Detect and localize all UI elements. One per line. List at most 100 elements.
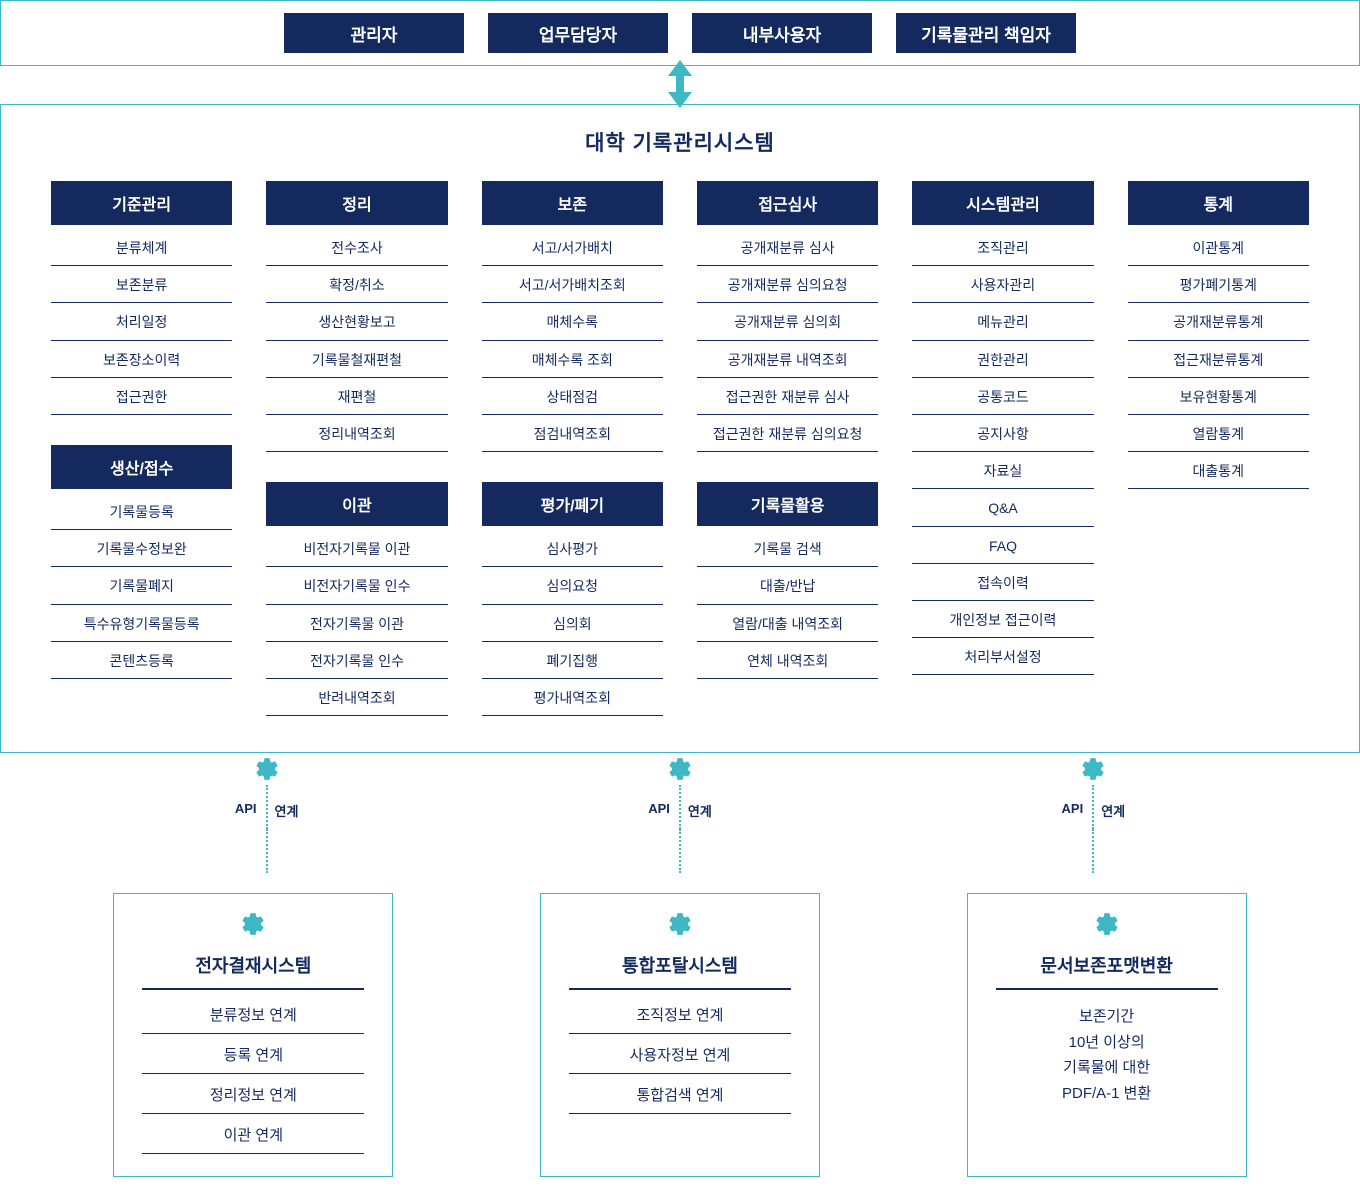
- column-2: 보존서고/서가배치서고/서가배치조회매체수록매체수록 조회상태점검점검내역조회평…: [482, 181, 663, 716]
- section-item: 전자기록물 인수: [266, 642, 447, 679]
- section-item: 처리부서설정: [912, 638, 1093, 675]
- role-admin: 관리자: [284, 13, 464, 53]
- section-item: 메뉴관리: [912, 303, 1093, 340]
- section-item: Q&A: [912, 489, 1093, 526]
- section-header: 생산/접수: [51, 445, 232, 489]
- main-system-box: 대학 기록관리시스템 기준관리분류체계보존분류처리일정보존장소이력접근권한생산/…: [0, 104, 1360, 753]
- section-item: 확정/취소: [266, 266, 447, 303]
- section-item: 접근권한 재분류 심사: [697, 378, 878, 415]
- api-box-item: 등록 연계: [142, 1034, 364, 1074]
- section-item: 대출통계: [1128, 452, 1309, 489]
- section-item: 특수유형기록물등록: [51, 605, 232, 642]
- section-header: 기준관리: [51, 181, 232, 225]
- section-item: 열람/대출 내역조회: [697, 605, 878, 642]
- section-item: 사용자관리: [912, 266, 1093, 303]
- column-1: 정리전수조사확정/취소생산현황보고기록물철재편철재편철정리내역조회이관비전자기록…: [266, 181, 447, 716]
- dotted-line: [266, 829, 268, 873]
- section-item: 반려내역조회: [266, 679, 447, 716]
- section-item: 기록물수정보완: [51, 530, 232, 567]
- api-label: API 연계: [648, 801, 712, 820]
- main-title: 대학 기록관리시스템: [51, 127, 1309, 157]
- section-item: 기록물철재편철: [266, 341, 447, 378]
- api-label: API 연계: [1062, 801, 1126, 820]
- section-item: 개인정보 접근이력: [912, 601, 1093, 638]
- section-header: 접근심사: [697, 181, 878, 225]
- section-item: 서고/서가배치: [482, 229, 663, 266]
- column-5: 통계이관통계평가폐기통계공개재분류통계접근재분류통계보유현황통계열람통계대출통계: [1128, 181, 1309, 716]
- section-item: 공개재분류 심의회: [697, 303, 878, 340]
- api-box-0: 전자결재시스템분류정보 연계등록 연계정리정보 연계이관 연계: [113, 893, 393, 1177]
- section-item: 전자기록물 이관: [266, 605, 447, 642]
- section-item: 권한관리: [912, 341, 1093, 378]
- role-worker: 업무담당자: [488, 13, 668, 53]
- column-3: 접근심사공개재분류 심사공개재분류 심의요청공개재분류 심의회공개재분류 내역조…: [697, 181, 878, 716]
- section-item: 비전자기록물 이관: [266, 530, 447, 567]
- section-item: 대출/반납: [697, 567, 878, 604]
- section-header: 통계: [1128, 181, 1309, 225]
- section-item: 연체 내역조회: [697, 642, 878, 679]
- section-item: 보유현황통계: [1128, 378, 1309, 415]
- section-item: 열람통계: [1128, 415, 1309, 452]
- api-box-text: 보존기간10년 이상의기록물에 대한PDF/A-1 변환: [1062, 994, 1151, 1106]
- api-connector-0: API 연계: [127, 753, 407, 893]
- section-item: 보존장소이력: [51, 341, 232, 378]
- api-box-item: 이관 연계: [142, 1114, 364, 1154]
- columns-container: 기준관리분류체계보존분류처리일정보존장소이력접근권한생산/접수기록물등록기록물수…: [51, 181, 1309, 716]
- section-item: 심의요청: [482, 567, 663, 604]
- section-item: 평가폐기통계: [1128, 266, 1309, 303]
- section-header: 평가/폐기: [482, 482, 663, 526]
- section-item: 기록물폐지: [51, 567, 232, 604]
- roles-bar: 관리자 업무담당자 내부사용자 기록물관리 책임자: [0, 0, 1360, 66]
- api-box-item: 사용자정보 연계: [569, 1034, 791, 1074]
- section-item: 공개재분류 심의요청: [697, 266, 878, 303]
- gear-icon: [667, 908, 693, 940]
- section-item: 콘텐츠등록: [51, 642, 232, 679]
- section-item: 기록물등록: [51, 493, 232, 530]
- section-item: 조직관리: [912, 229, 1093, 266]
- section-item: 이관통계: [1128, 229, 1309, 266]
- gear-icon: [1080, 753, 1106, 785]
- section-item: 공통코드: [912, 378, 1093, 415]
- section-item: 심의회: [482, 605, 663, 642]
- section-header: 시스템관리: [912, 181, 1093, 225]
- section-item: 공개재분류 심사: [697, 229, 878, 266]
- bidirectional-arrow: [0, 66, 1360, 104]
- section-item: 폐기집행: [482, 642, 663, 679]
- api-boxes-row: 전자결재시스템분류정보 연계등록 연계정리정보 연계이관 연계 통합포탈시스템조…: [0, 893, 1360, 1197]
- section-item: 심사평가: [482, 530, 663, 567]
- api-box-title: 문서보존포맷변환: [996, 940, 1218, 990]
- api-box-item: 통합검색 연계: [569, 1074, 791, 1114]
- section-item: FAQ: [912, 527, 1093, 564]
- section-item: 공개재분류통계: [1128, 303, 1309, 340]
- api-box-2: 문서보존포맷변환보존기간10년 이상의기록물에 대한PDF/A-1 변환: [967, 893, 1247, 1177]
- api-box-title: 전자결재시스템: [142, 940, 364, 990]
- section-item: 비전자기록물 인수: [266, 567, 447, 604]
- section-item: 접근재분류통계: [1128, 341, 1309, 378]
- column-4: 시스템관리조직관리사용자관리메뉴관리권한관리공통코드공지사항자료실Q&AFAQ접…: [912, 181, 1093, 716]
- section-item: 정리내역조회: [266, 415, 447, 452]
- api-box-item: 분류정보 연계: [142, 994, 364, 1034]
- section-item: 자료실: [912, 452, 1093, 489]
- column-0: 기준관리분류체계보존분류처리일정보존장소이력접근권한생산/접수기록물등록기록물수…: [51, 181, 232, 716]
- gear-icon: [240, 908, 266, 940]
- section-item: 공개재분류 내역조회: [697, 341, 878, 378]
- api-label: API 연계: [235, 801, 299, 820]
- section-header: 이관: [266, 482, 447, 526]
- role-internal: 내부사용자: [692, 13, 872, 53]
- section-item: 공지사항: [912, 415, 1093, 452]
- section-item: 생산현황보고: [266, 303, 447, 340]
- section-item: 전수조사: [266, 229, 447, 266]
- section-item: 점검내역조회: [482, 415, 663, 452]
- gear-icon: [254, 753, 280, 785]
- api-box-item: 조직정보 연계: [569, 994, 791, 1034]
- dotted-line: [679, 829, 681, 873]
- api-box-item: 정리정보 연계: [142, 1074, 364, 1114]
- api-connector-1: API 연계: [540, 753, 820, 893]
- section-item: 접속이력: [912, 564, 1093, 601]
- role-records-manager: 기록물관리 책임자: [896, 13, 1076, 53]
- gear-icon: [1094, 908, 1120, 940]
- api-connectors: API 연계 API 연계 API 연계: [0, 753, 1360, 893]
- section-item: 접근권한: [51, 378, 232, 415]
- section-item: 처리일정: [51, 303, 232, 340]
- api-box-1: 통합포탈시스템조직정보 연계사용자정보 연계통합검색 연계: [540, 893, 820, 1177]
